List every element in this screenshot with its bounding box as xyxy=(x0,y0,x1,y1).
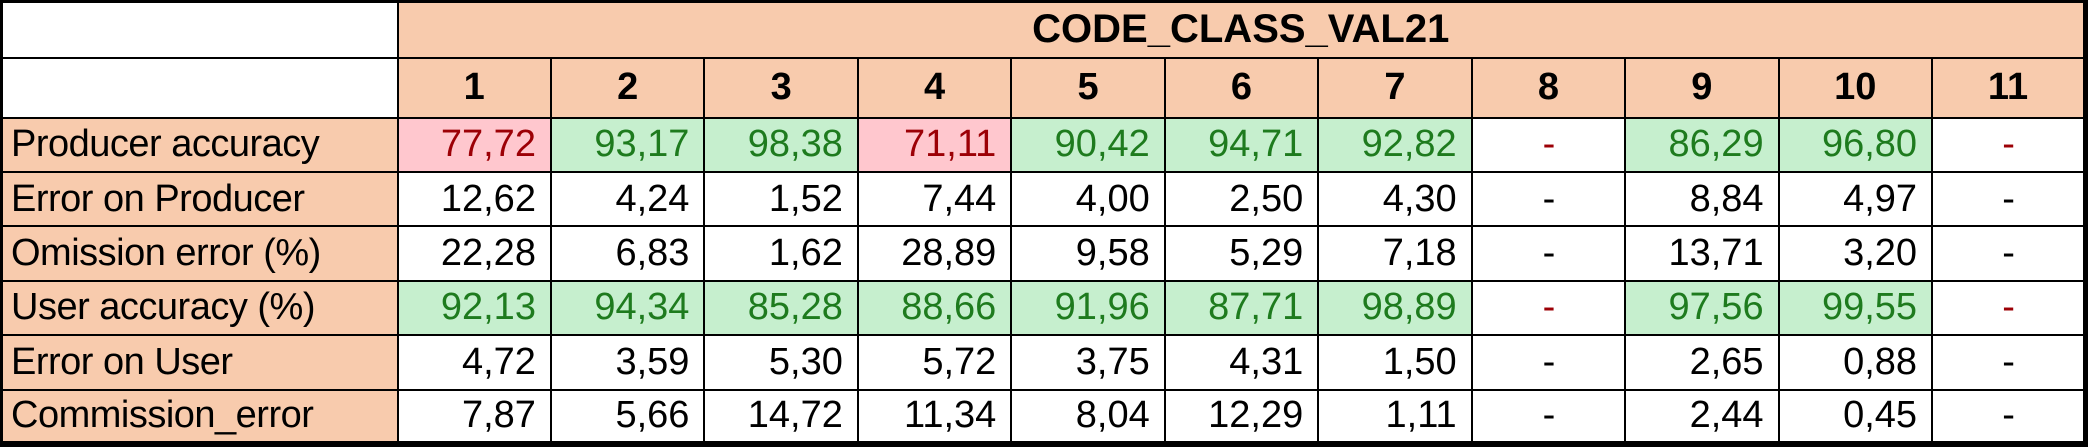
data-cell: 7,18 xyxy=(1317,225,1473,282)
data-cell: 5,30 xyxy=(703,334,859,391)
data-cell: 90,42 xyxy=(1010,116,1166,173)
data-cell: 86,29 xyxy=(1624,116,1780,173)
data-cell: 7,44 xyxy=(856,170,1013,228)
data-cell: - xyxy=(1470,334,1627,391)
data-cell: - xyxy=(1470,388,1627,446)
data-cell: 12,29 xyxy=(1163,388,1320,446)
row-label-producer-accuracy: Producer accuracy xyxy=(0,116,399,173)
corner-cell-top xyxy=(0,0,399,59)
data-cell: 12,62 xyxy=(396,170,552,228)
title-row: CODE_CLASS_VAL21 xyxy=(0,0,2087,59)
row-label-error-on-producer: Error on Producer xyxy=(0,170,399,228)
column-header-4: 4 xyxy=(856,56,1013,119)
data-cell: 1,62 xyxy=(703,225,859,282)
data-cell: 4,31 xyxy=(1163,334,1320,391)
data-cell: 11,34 xyxy=(856,388,1013,446)
data-cell: 93,17 xyxy=(549,116,706,173)
data-cell: 97,56 xyxy=(1624,279,1780,337)
data-cell: 4,24 xyxy=(549,170,706,228)
table-row-error-on-user: Error on User 4,72 3,59 5,30 5,72 3,75 4,31 1,5… xyxy=(0,334,2087,391)
data-cell: 5,66 xyxy=(549,388,706,446)
column-header-9: 9 xyxy=(1624,56,1780,119)
data-cell: 99,55 xyxy=(1777,279,1934,337)
data-cell: 6,83 xyxy=(549,225,706,282)
data-cell: 4,00 xyxy=(1010,170,1166,228)
data-cell: 3,20 xyxy=(1777,225,1934,282)
data-cell: 98,89 xyxy=(1317,279,1473,337)
column-header-1: 1 xyxy=(396,56,552,119)
row-label-omission-error: Omission error (%) xyxy=(0,225,399,282)
column-header-2: 2 xyxy=(549,56,706,119)
data-cell: 1,11 xyxy=(1317,388,1473,446)
data-cell: 14,72 xyxy=(703,388,859,446)
data-cell: 4,97 xyxy=(1777,170,1934,228)
row-label-commission-error: Commission_error xyxy=(0,388,399,446)
column-header-3: 3 xyxy=(703,56,859,119)
data-cell: 28,89 xyxy=(856,225,1013,282)
column-header-8: 8 xyxy=(1470,56,1627,119)
data-cell: - xyxy=(1931,170,2087,228)
data-cell: 22,28 xyxy=(396,225,552,282)
row-label-user-accuracy: User accuracy (%) xyxy=(0,279,399,337)
data-cell: 2,65 xyxy=(1624,334,1780,391)
data-cell: - xyxy=(1470,170,1627,228)
data-cell: 92,82 xyxy=(1317,116,1473,173)
data-cell: 9,58 xyxy=(1010,225,1166,282)
data-cell: 0,45 xyxy=(1777,388,1934,446)
data-cell: 3,59 xyxy=(549,334,706,391)
data-cell: 13,71 xyxy=(1624,225,1780,282)
data-cell: - xyxy=(1931,334,2087,391)
table-row-commission-error: Commission_error 7,87 5,66 14,72 11,34 8,04 12… xyxy=(0,388,2087,446)
data-cell: 98,38 xyxy=(703,116,859,173)
data-cell: 2,44 xyxy=(1624,388,1780,446)
data-cell: 94,34 xyxy=(549,279,706,337)
data-cell: - xyxy=(1931,225,2087,282)
data-cell: 71,11 xyxy=(856,116,1013,173)
data-cell: 1,50 xyxy=(1317,334,1473,391)
data-cell: 2,50 xyxy=(1163,170,1320,228)
data-cell: - xyxy=(1470,279,1627,337)
data-cell: - xyxy=(1931,279,2087,337)
corner-cell-bottom xyxy=(0,56,399,119)
data-cell: 4,72 xyxy=(396,334,552,391)
data-cell: 3,75 xyxy=(1010,334,1166,391)
data-cell: 8,04 xyxy=(1010,388,1166,446)
data-cell: - xyxy=(1931,116,2087,173)
data-cell: 4,30 xyxy=(1317,170,1473,228)
column-header-11: 11 xyxy=(1931,56,2087,119)
data-cell: 77,72 xyxy=(396,116,552,173)
data-cell: 5,72 xyxy=(856,334,1013,391)
data-cell: 92,13 xyxy=(396,279,552,337)
column-header-row: 1 2 3 4 5 6 7 8 9 10 11 xyxy=(0,56,2087,119)
data-cell: 91,96 xyxy=(1010,279,1166,337)
column-header-5: 5 xyxy=(1010,56,1166,119)
row-label-error-on-user: Error on User xyxy=(0,334,399,391)
table-row-error-on-producer: Error on Producer 12,62 4,24 1,52 7,44 4,00 2,… xyxy=(0,170,2087,228)
data-cell: 85,28 xyxy=(703,279,859,337)
column-header-6: 6 xyxy=(1163,56,1320,119)
data-cell: 87,71 xyxy=(1163,279,1320,337)
data-cell: - xyxy=(1931,388,2087,446)
table-row-user-accuracy: User accuracy (%) 92,13 94,34 85,28 88,66 91,… xyxy=(0,279,2087,337)
data-cell: 94,71 xyxy=(1163,116,1320,173)
column-header-10: 10 xyxy=(1777,56,1934,119)
column-header-7: 7 xyxy=(1317,56,1473,119)
data-cell: - xyxy=(1470,116,1627,173)
data-cell: - xyxy=(1470,225,1627,282)
data-cell: 1,52 xyxy=(703,170,859,228)
table-title: CODE_CLASS_VAL21 xyxy=(396,0,2087,59)
table-row-omission-error: Omission error (%) 22,28 6,83 1,62 28,89 9,58… xyxy=(0,225,2087,282)
data-cell: 8,84 xyxy=(1624,170,1780,228)
data-cell: 7,87 xyxy=(396,388,552,446)
data-cell: 88,66 xyxy=(856,279,1013,337)
data-cell: 0,88 xyxy=(1777,334,1934,391)
data-cell: 5,29 xyxy=(1163,225,1320,282)
data-cell: 96,80 xyxy=(1777,116,1934,173)
table-row-producer-accuracy: Producer accuracy 77,72 93,17 98,38 71,11 90,… xyxy=(0,116,2087,173)
